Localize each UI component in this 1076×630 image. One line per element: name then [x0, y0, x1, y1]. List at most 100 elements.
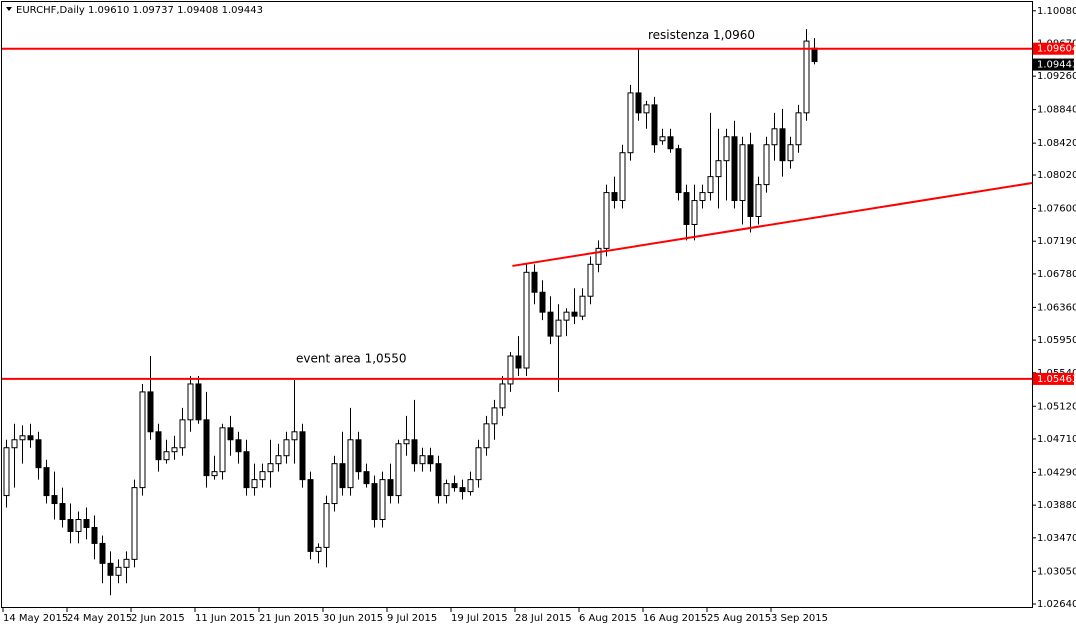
x-tick-label: 14 May 2015: [3, 613, 68, 624]
candle-body: [291, 431, 298, 441]
y-tick-label: 1.04290: [1037, 467, 1076, 478]
chart-header: EURCHF,Daily 1.09610 1.09737 1.09408 1.0…: [16, 5, 263, 16]
candle-body: [739, 144, 746, 202]
candle-body: [651, 104, 658, 146]
x-tick-label: 2 Jun 2015: [131, 613, 185, 624]
annotation: event area 1,0550: [296, 351, 407, 365]
y-tick-label: 1.06360: [1037, 302, 1076, 313]
candle-body: [339, 463, 346, 489]
y-tick-label: 1.08020: [1037, 170, 1076, 181]
y-tick-label: 1.09260: [1037, 71, 1076, 82]
x-tick-label: 16 Aug 2015: [643, 613, 707, 624]
candle-body: [619, 152, 626, 202]
price-label: 1.09443: [1037, 60, 1076, 71]
candle-body: [403, 439, 410, 445]
candle-body: [35, 439, 42, 469]
candle-body: [387, 479, 394, 497]
candle-body: [147, 391, 154, 433]
candle-body: [323, 503, 330, 548]
y-tick-label: 1.03050: [1037, 566, 1076, 577]
candle-body: [267, 463, 274, 473]
x-tick-label: 24 May 2015: [67, 613, 132, 624]
candle-body: [211, 471, 218, 477]
y-tick-label: 1.03880: [1037, 500, 1076, 511]
candle-body: [331, 463, 338, 505]
candle-body: [59, 503, 66, 520]
candle-body: [227, 427, 234, 441]
candle-body: [315, 546, 322, 552]
candle-body: [691, 200, 698, 225]
candle-body: [627, 92, 634, 154]
candle-body: [259, 471, 266, 481]
candle-body: [467, 479, 474, 493]
annotation: resistenza 1,0960: [648, 28, 755, 42]
x-tick-label: 11 Jun 2015: [195, 613, 255, 624]
y-tick-label: 1.03470: [1037, 533, 1076, 544]
y-tick-label: 1.08840: [1037, 105, 1076, 116]
y-tick-label: 1.08420: [1037, 138, 1076, 149]
candle-body: [203, 419, 210, 477]
y-tick-label: 1.02640: [1037, 599, 1076, 610]
candle-body: [275, 455, 282, 465]
candle-body: [515, 355, 522, 369]
candle-body: [195, 383, 202, 421]
plot-frame: [1, 1, 1033, 608]
x-tick-label: 19 Jul 2015: [451, 613, 508, 624]
level-label: 1.09604: [1037, 44, 1076, 55]
header-icon: [6, 7, 12, 11]
candle-body: [571, 311, 578, 317]
candle-body: [219, 427, 226, 473]
candle-body: [123, 558, 130, 568]
candle-body: [355, 439, 362, 473]
level-label: 1.05463: [1037, 374, 1076, 385]
candle-body: [427, 455, 434, 465]
candle-body: [43, 467, 50, 497]
candle-body: [779, 128, 786, 162]
candle-body: [83, 518, 90, 528]
candle-body: [563, 311, 570, 321]
candle-body: [243, 451, 250, 489]
candle-body: [347, 439, 354, 489]
y-tick-label: 1.06780: [1037, 269, 1076, 280]
candle-body: [499, 383, 506, 409]
candle-body: [635, 92, 642, 114]
candle-body: [67, 518, 74, 532]
candle-body: [803, 40, 810, 114]
candle-body: [51, 495, 58, 505]
candle-body: [115, 566, 122, 576]
candle-body: [787, 144, 794, 162]
candle-body: [667, 136, 674, 150]
candle-body: [299, 431, 306, 481]
candle-body: [595, 247, 602, 265]
candle-body: [763, 144, 770, 186]
y-tick-label: 1.04710: [1037, 434, 1076, 445]
candle-body: [507, 355, 514, 385]
candle-body: [587, 263, 594, 297]
candle-body: [723, 136, 730, 162]
y-tick-label: 1.07190: [1037, 236, 1076, 247]
candle-body: [451, 483, 458, 489]
candle-body: [747, 144, 754, 217]
candle-body: [643, 104, 650, 114]
candle-body: [611, 192, 618, 202]
candle-body: [235, 439, 242, 453]
y-tick-label: 1.05950: [1037, 335, 1076, 346]
candle-body: [771, 128, 778, 146]
candle-body: [811, 47, 818, 63]
candle-body: [675, 148, 682, 194]
candle-body: [435, 463, 442, 497]
x-tick-label: 30 Jun 2015: [323, 613, 383, 624]
candle-body: [11, 439, 18, 449]
candle-body: [131, 487, 138, 560]
candle-body: [459, 487, 466, 493]
candle-body: [395, 443, 402, 497]
candle-body: [659, 136, 666, 142]
candle-body: [139, 391, 146, 489]
candle-body: [411, 439, 418, 465]
candle-body: [155, 431, 162, 461]
candle-body: [27, 435, 34, 441]
trend-line: [512, 182, 1033, 267]
candle-body: [795, 112, 802, 146]
candle-body: [163, 451, 170, 461]
